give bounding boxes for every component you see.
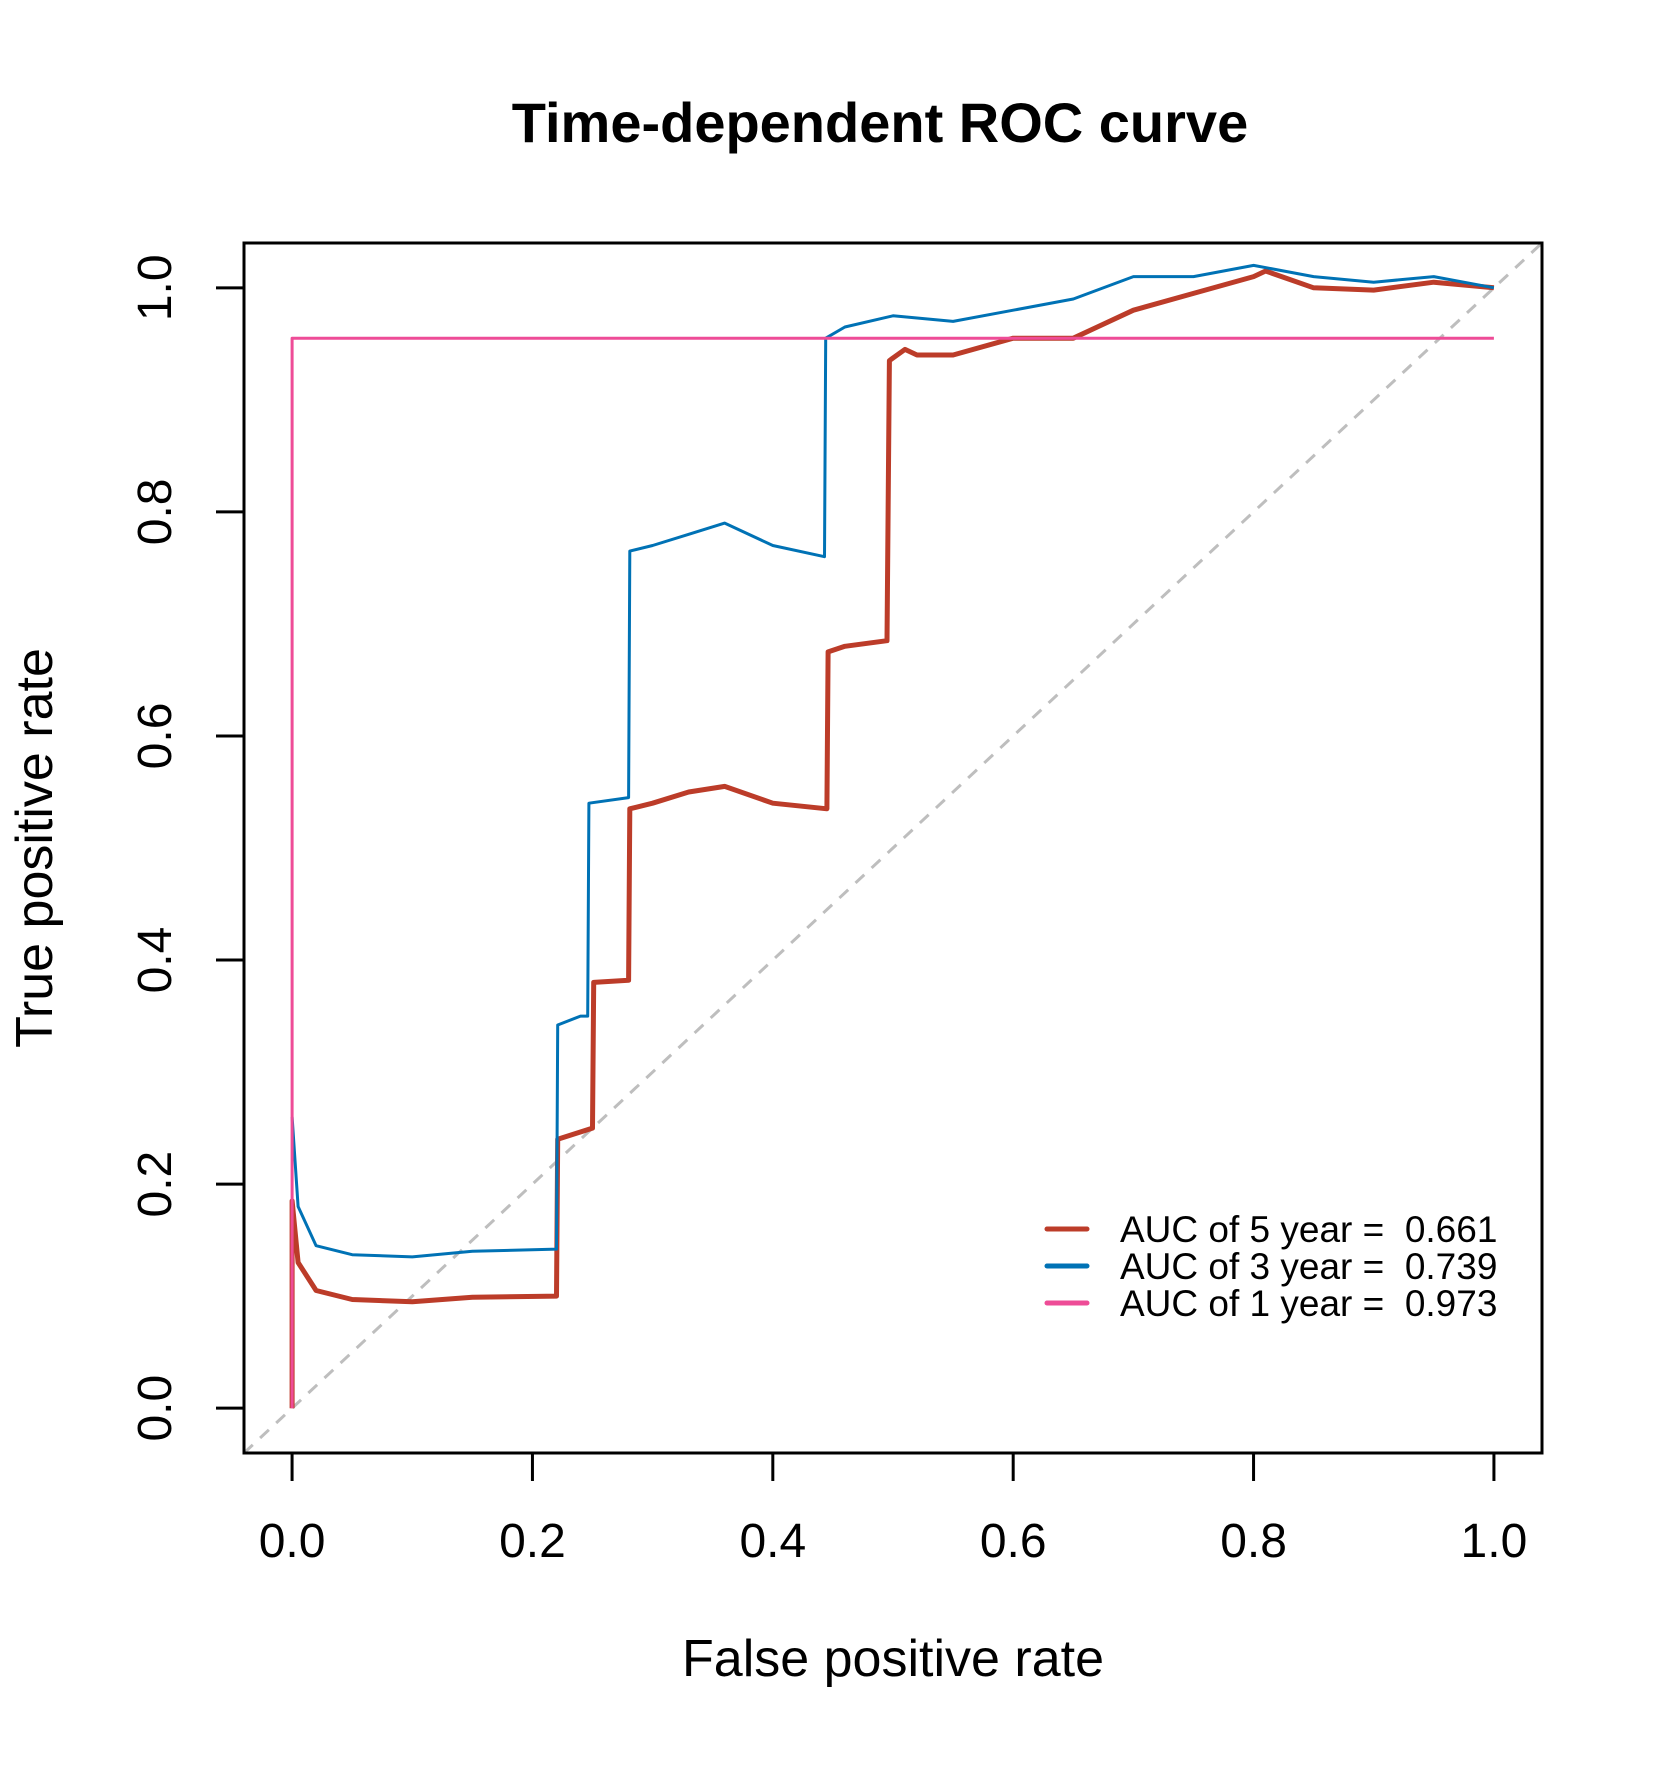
x-axis: 0.0 0.2 0.4 0.6 0.8 1.0 xyxy=(259,1453,1528,1568)
legend-label-1: AUC of 3 year = 0.739 xyxy=(1120,1246,1497,1287)
x-tick-label: 0.4 xyxy=(739,1515,806,1568)
x-tick-label: 0.2 xyxy=(499,1515,566,1568)
y-tick-label: 1.0 xyxy=(129,254,182,321)
y-tick-label: 0.6 xyxy=(129,703,182,770)
series-line-1 xyxy=(290,263,1495,1259)
legend-label-0: AUC of 5 year = 0.661 xyxy=(1120,1209,1497,1250)
x-tick-label: 1.0 xyxy=(1461,1515,1528,1568)
x-tick-label: 0.0 xyxy=(259,1515,326,1568)
legend-label-2: AUC of 1 year = 0.973 xyxy=(1120,1283,1497,1324)
chart-title: Time-dependent ROC curve xyxy=(512,91,1248,154)
y-tick-label: 0.4 xyxy=(129,927,182,994)
x-axis-label: False positive rate xyxy=(682,1630,1104,1688)
y-tick-label: 0.2 xyxy=(129,1151,182,1218)
y-tick-label: 0.8 xyxy=(129,479,182,546)
y-axis: 0.0 0.2 0.4 0.6 0.8 1.0 xyxy=(129,254,244,1442)
series-line-2 xyxy=(290,336,1494,1409)
series-line-0 xyxy=(289,268,1495,1409)
curves xyxy=(242,241,1544,1455)
y-axis-label: True positive rate xyxy=(6,648,64,1048)
x-tick-label: 0.6 xyxy=(980,1515,1047,1568)
x-tick-label: 0.8 xyxy=(1220,1515,1287,1568)
plot-frame xyxy=(242,241,1544,1455)
y-tick-label: 0.0 xyxy=(129,1375,182,1442)
